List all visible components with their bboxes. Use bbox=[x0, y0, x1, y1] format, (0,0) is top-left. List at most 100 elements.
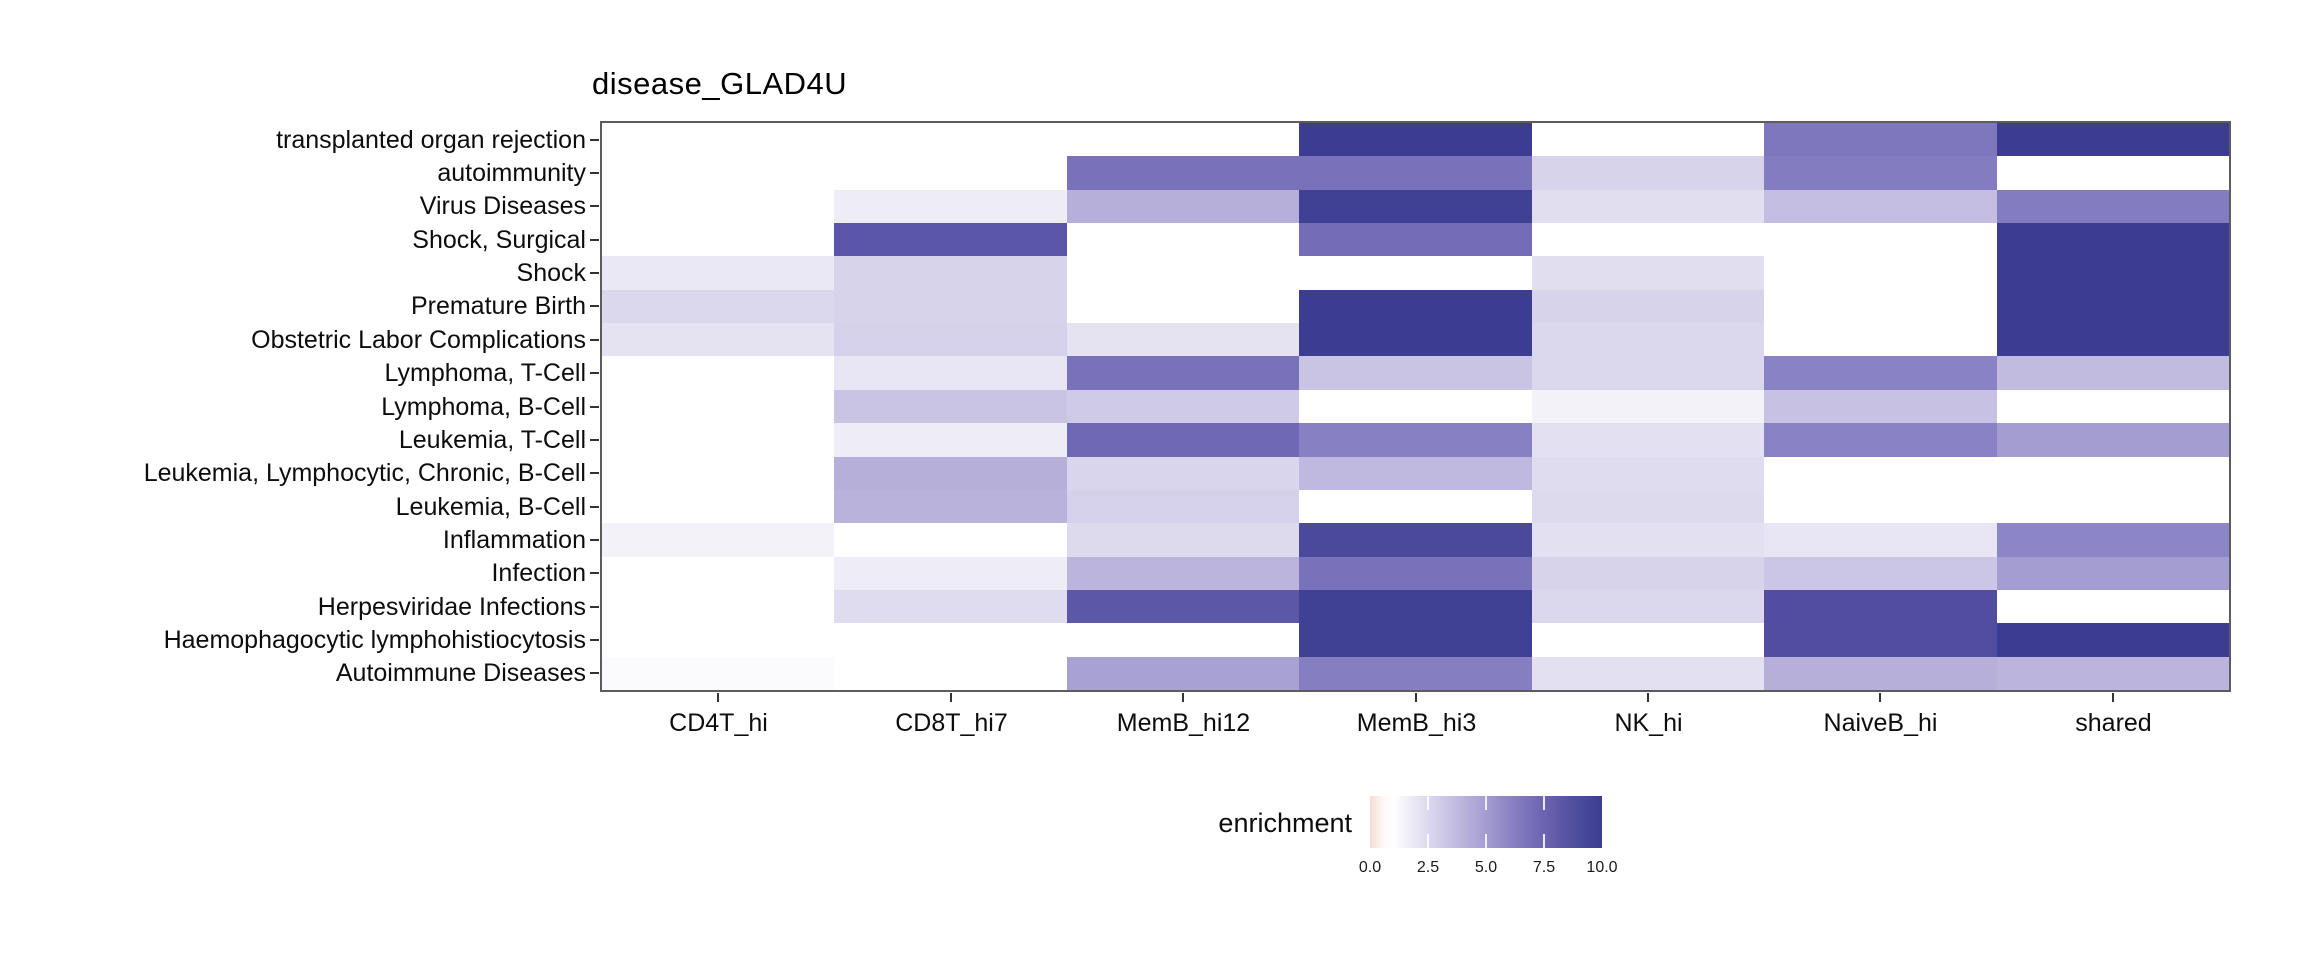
y-axis-tick bbox=[590, 539, 599, 541]
heatmap-cell bbox=[834, 256, 1067, 290]
heatmap-cell bbox=[602, 657, 834, 690]
heatmap-cell bbox=[1997, 457, 2229, 490]
heatmap-cell bbox=[1532, 457, 1764, 490]
y-axis-label: transplanted organ rejection bbox=[276, 126, 586, 154]
heatmap-cell bbox=[1997, 156, 2229, 190]
heatmap-cell bbox=[1067, 156, 1299, 190]
heatmap-cell bbox=[602, 423, 834, 457]
heatmap-cell bbox=[1764, 323, 1997, 356]
heatmap-cell bbox=[1067, 390, 1299, 423]
x-axis-tick bbox=[950, 693, 952, 702]
heatmap-cell bbox=[1299, 557, 1532, 590]
heatmap-cell bbox=[1532, 156, 1764, 190]
heatmap-cell bbox=[1764, 156, 1997, 190]
heatmap-cell bbox=[1299, 523, 1532, 557]
heatmap-cell bbox=[1532, 256, 1764, 290]
heatmap-cell bbox=[1067, 490, 1299, 523]
heatmap-cell bbox=[1532, 356, 1764, 390]
heatmap-cell bbox=[1532, 490, 1764, 523]
heatmap-cell bbox=[834, 323, 1067, 356]
legend-tick-notch bbox=[1543, 834, 1545, 848]
heatmap-cell bbox=[602, 256, 834, 290]
heatmap-cell bbox=[1067, 557, 1299, 590]
heatmap-cell bbox=[1997, 590, 2229, 623]
heatmap-cell bbox=[1299, 490, 1532, 523]
y-axis-tick bbox=[590, 506, 599, 508]
heatmap-cell bbox=[834, 223, 1067, 256]
heatmap-panel bbox=[600, 121, 2231, 692]
heatmap-cell bbox=[1997, 123, 2229, 156]
heatmap-cell bbox=[602, 356, 834, 390]
legend-title: enrichment bbox=[1218, 808, 1352, 838]
y-axis-label: Shock, Surgical bbox=[412, 226, 586, 254]
heatmap-cell bbox=[1997, 557, 2229, 590]
heatmap-cell bbox=[1764, 490, 1997, 523]
y-axis-label: Autoimmune Diseases bbox=[335, 659, 586, 687]
x-axis-label: shared bbox=[2075, 709, 2152, 737]
x-axis-tick bbox=[2112, 693, 2114, 702]
y-axis-tick bbox=[590, 372, 599, 374]
chart-title: disease_GLAD4U bbox=[592, 66, 848, 101]
heatmap-cell bbox=[834, 423, 1067, 457]
x-axis-tick bbox=[1879, 693, 1881, 702]
heatmap-cell bbox=[1764, 557, 1997, 590]
y-axis-tick bbox=[590, 139, 599, 141]
heatmap-cell bbox=[1067, 423, 1299, 457]
heatmap-cell bbox=[834, 190, 1067, 223]
legend-tick-label: 5.0 bbox=[1474, 859, 1498, 876]
x-axis-tick bbox=[1415, 693, 1417, 702]
heatmap-cell bbox=[834, 123, 1067, 156]
heatmap-cell bbox=[1299, 156, 1532, 190]
y-axis-label: autoimmunity bbox=[437, 159, 586, 187]
heatmap-cell bbox=[834, 623, 1067, 657]
x-axis-label: CD4T_hi bbox=[669, 709, 768, 737]
heatmap-cell bbox=[834, 457, 1067, 490]
heatmap-cell bbox=[1299, 123, 1532, 156]
heatmap-cell bbox=[1997, 223, 2229, 256]
y-axis-label: Infection bbox=[491, 559, 586, 587]
heatmap-cell bbox=[1067, 356, 1299, 390]
heatmap-cell bbox=[602, 557, 834, 590]
heatmap-cell bbox=[1997, 390, 2229, 423]
legend-tick-notch bbox=[1485, 796, 1487, 810]
heatmap-cell bbox=[602, 490, 834, 523]
heatmap-cell bbox=[602, 190, 834, 223]
heatmap-cell bbox=[834, 290, 1067, 323]
heatmap-cell bbox=[1532, 590, 1764, 623]
heatmap-cell bbox=[602, 156, 834, 190]
y-axis-tick bbox=[590, 305, 599, 307]
y-axis-tick bbox=[590, 172, 599, 174]
y-axis-label: Lymphoma, T-Cell bbox=[384, 359, 586, 387]
heatmap-cell bbox=[1764, 256, 1997, 290]
heatmap-cell bbox=[1067, 457, 1299, 490]
legend-tick-notch bbox=[1485, 834, 1487, 848]
y-axis-tick bbox=[590, 406, 599, 408]
legend-tick-notch bbox=[1427, 796, 1429, 810]
heatmap-cell bbox=[602, 223, 834, 256]
heatmap-cell bbox=[1067, 123, 1299, 156]
heatmap-cell bbox=[1299, 457, 1532, 490]
heatmap-cell bbox=[1299, 590, 1532, 623]
heatmap-cell bbox=[1299, 657, 1532, 690]
y-axis-tick bbox=[590, 606, 599, 608]
x-axis-tick bbox=[1182, 693, 1184, 702]
legend-tick-label: 10.0 bbox=[1586, 859, 1618, 876]
heatmap-cell bbox=[1997, 356, 2229, 390]
x-axis-label: NaiveB_hi bbox=[1823, 709, 1938, 737]
heatmap-cell bbox=[1299, 390, 1532, 423]
heatmap-cell bbox=[1067, 290, 1299, 323]
heatmap-cell bbox=[1299, 323, 1532, 356]
heatmap-cell bbox=[1764, 123, 1997, 156]
heatmap-cell bbox=[834, 557, 1067, 590]
heatmap-cell bbox=[834, 490, 1067, 523]
heatmap-cell bbox=[1299, 290, 1532, 323]
legend-tick-label: 0.0 bbox=[1358, 859, 1382, 876]
y-axis-label: Obstetric Labor Complications bbox=[251, 326, 586, 354]
heatmap-cell bbox=[1067, 323, 1299, 356]
heatmap-cell bbox=[602, 390, 834, 423]
heatmap-cell bbox=[1067, 523, 1299, 557]
heatmap-cell bbox=[834, 390, 1067, 423]
heatmap-cell bbox=[1764, 457, 1997, 490]
heatmap-cell bbox=[834, 156, 1067, 190]
